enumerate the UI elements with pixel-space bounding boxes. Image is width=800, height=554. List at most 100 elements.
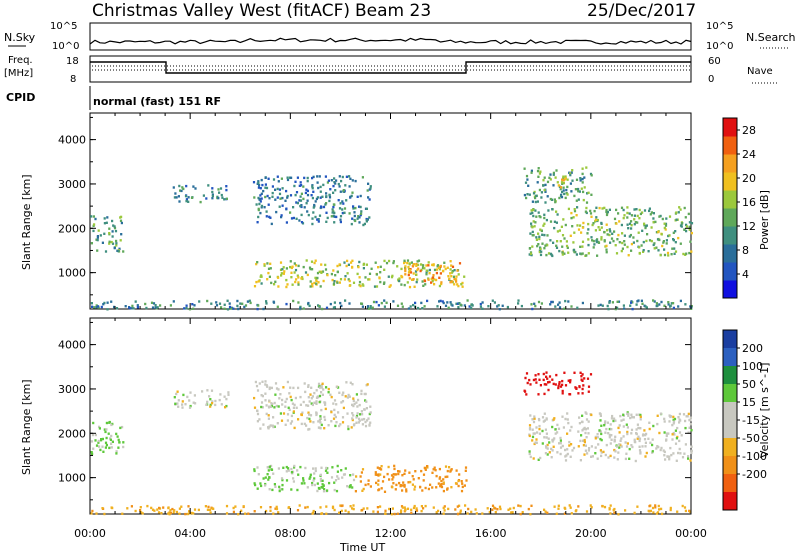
velocity-cell — [528, 424, 532, 427]
velocity-cell — [359, 413, 362, 416]
power-cell — [644, 305, 647, 308]
velocity-cell — [669, 446, 672, 450]
velocity-cell — [633, 438, 636, 441]
velocity-cell — [410, 511, 413, 514]
velocity-cell — [281, 398, 284, 402]
velocity-cell — [676, 426, 679, 430]
power-cell — [498, 308, 501, 311]
power-cell — [95, 304, 98, 307]
power-cell — [672, 238, 675, 241]
power-cell — [581, 245, 584, 248]
power-cell — [304, 191, 307, 195]
velocity-cell — [379, 473, 382, 476]
velocity-cell — [320, 486, 323, 489]
velocity-cell — [223, 395, 226, 398]
power-cell — [311, 282, 314, 286]
power-cell — [501, 304, 504, 307]
power-cell — [339, 220, 342, 224]
power-cell — [108, 232, 111, 235]
velocity-cell — [351, 383, 354, 386]
velocity-cell — [167, 512, 170, 515]
power-cell — [408, 269, 412, 272]
velocity-cell — [570, 443, 573, 446]
power-cell — [285, 285, 288, 289]
power-cell — [425, 270, 428, 274]
power-cell — [648, 209, 651, 213]
velocity-cell — [587, 390, 590, 393]
power-cell — [531, 211, 534, 215]
power-cell — [113, 246, 116, 250]
velocity-cell — [274, 485, 277, 488]
velocity-cell — [550, 447, 553, 451]
velocity-cell — [543, 383, 546, 386]
velocity-cell — [292, 411, 295, 414]
velocity-cell — [584, 449, 587, 452]
velocity-cell — [564, 459, 568, 462]
power-cell — [448, 277, 451, 281]
velocity-cell — [626, 430, 629, 434]
velocity-colorbar-swatch — [723, 438, 737, 457]
power-cell — [93, 223, 96, 226]
velocity-cell — [101, 437, 104, 441]
power-cell — [269, 267, 272, 270]
velocity-cell — [388, 507, 391, 511]
velocity-cell — [351, 418, 354, 422]
velocity-cell — [171, 507, 174, 511]
power-cell — [608, 228, 611, 231]
velocity-cell — [475, 512, 478, 515]
power-cell — [322, 205, 326, 209]
power-cell — [688, 251, 691, 255]
velocity-colorbar-swatch — [723, 330, 737, 349]
velocity-cell — [341, 504, 344, 507]
velocity-cell — [337, 411, 340, 414]
velocity-cell — [677, 416, 680, 419]
power-cell — [297, 281, 300, 284]
power-cell — [92, 229, 95, 233]
power-cell — [433, 278, 436, 281]
power-cell — [289, 265, 292, 269]
velocity-cell — [311, 511, 315, 515]
power-cell — [555, 210, 558, 213]
power-cell — [573, 208, 576, 211]
velocity-cell — [678, 412, 681, 416]
velocity-cell — [209, 403, 212, 407]
velocity-cell — [420, 509, 423, 513]
velocity-cell — [622, 425, 625, 428]
velocity-cell — [557, 427, 561, 430]
power-cell — [667, 254, 670, 257]
power-cell — [622, 304, 625, 307]
power-colorbar-swatch — [723, 280, 737, 299]
power-cell — [549, 252, 552, 256]
power-cell — [368, 278, 371, 281]
power-cell — [333, 301, 336, 304]
velocity-cell — [330, 395, 333, 399]
velocity-cell — [435, 511, 438, 514]
power-cell — [579, 179, 582, 182]
power-cell — [559, 187, 562, 191]
x-tick-label: 04:00 — [174, 527, 206, 540]
power-cell — [660, 233, 663, 236]
power-cell — [690, 222, 694, 225]
velocity-cell — [192, 512, 195, 515]
velocity-cell — [563, 371, 566, 374]
power-cell — [277, 276, 280, 279]
velocity-cell — [333, 481, 336, 484]
velocity-cell — [581, 429, 584, 432]
velocity-cell — [376, 510, 379, 514]
velocity-cell — [583, 438, 586, 442]
power-cell — [328, 199, 331, 203]
velocity-cell — [544, 510, 547, 513]
velocity-cell — [554, 432, 557, 435]
velocity-cell — [308, 477, 311, 480]
power-cell — [271, 195, 274, 198]
power-plot-frame — [89, 112, 692, 310]
velocity-cell — [551, 438, 554, 442]
power-cell — [412, 303, 415, 307]
power-cell — [352, 281, 356, 284]
velocity-cell — [349, 505, 352, 508]
velocity-cell — [91, 452, 94, 456]
velocity-cell — [397, 472, 400, 476]
velocity-cell — [333, 408, 336, 412]
velocity-cell — [531, 428, 534, 431]
velocity-cell — [672, 415, 675, 419]
